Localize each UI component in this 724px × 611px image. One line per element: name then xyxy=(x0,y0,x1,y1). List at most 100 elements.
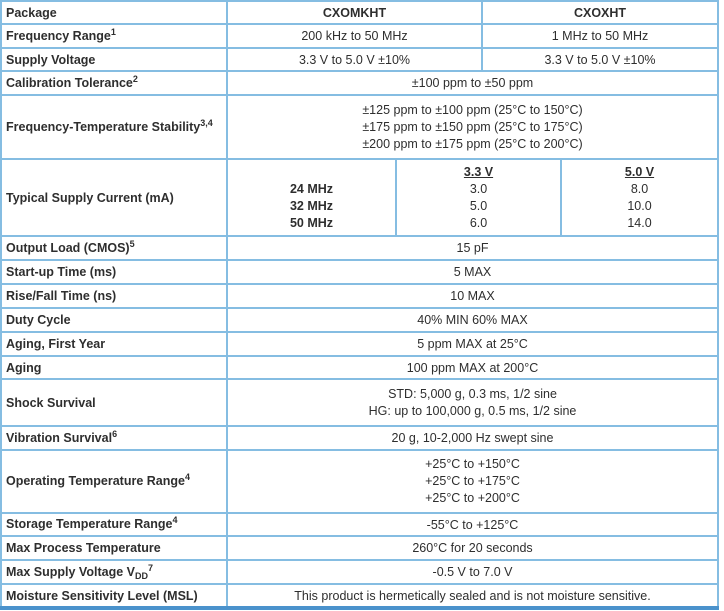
freq-50mhz: 50 MHz xyxy=(289,215,334,230)
row-frequency-range: Frequency Range1 200 kHz to 50 MHz 1 MHz… xyxy=(0,23,720,49)
label-text: Max Supply Voltage V xyxy=(6,564,135,579)
row-label-storage-temp-range: Storage Temperature Range4 xyxy=(0,512,228,537)
50v-value-50mhz: 14.0 xyxy=(627,215,652,230)
freq-24mhz: 24 MHz xyxy=(289,181,334,196)
supply-current-33v-column: 3.3 V 3.0 5.0 6.0 xyxy=(394,158,563,237)
aging-value: 100 ppm MAX at 200°C xyxy=(225,355,720,380)
row-label-shock-survival: Shock Survival xyxy=(0,378,228,427)
row-label-calibration-tolerance: Calibration Tolerance2 xyxy=(0,70,228,96)
row-rise-fall-time: Rise/Fall Time (ns) 10 MAX xyxy=(0,283,720,309)
row-label-output-load: Output Load (CMOS)5 xyxy=(0,235,228,261)
row-output-load: Output Load (CMOS)5 15 pF xyxy=(0,235,720,261)
row-msl: Moisture Sensitivity Level (MSL) This pr… xyxy=(0,583,720,610)
row-label-operating-temp-range: Operating Temperature Range4 xyxy=(0,449,228,514)
33v-header: 3.3 V xyxy=(463,164,494,179)
duty-cycle-value: 40% MIN 60% MAX xyxy=(225,307,720,333)
row-label-max-supply-voltage: Max Supply Voltage VDD7 xyxy=(0,559,228,585)
footnote-marker: 4 xyxy=(184,472,190,482)
row-supply-voltage: Supply Voltage 3.3 V to 5.0 V ±10% 3.3 V… xyxy=(0,47,720,72)
shock-survival-value: STD: 5,000 g, 0.3 ms, 1/2 sine HG: up to… xyxy=(225,378,720,427)
vibration-survival-value: 20 g, 10-2,000 Hz swept sine xyxy=(225,425,720,451)
max-process-temp-value: 260°C for 20 seconds xyxy=(225,535,720,561)
row-max-supply-voltage: Max Supply Voltage VDD7 -0.5 V to 7.0 V xyxy=(0,559,720,585)
33v-value-24mhz: 3.0 xyxy=(469,181,488,196)
row-label-frequency-range: Frequency Range1 xyxy=(0,23,228,49)
footnote-marker: 5 xyxy=(129,238,135,249)
storage-temp-range-value: -55°C to +125°C xyxy=(225,512,720,537)
rise-fall-time-value: 10 MAX xyxy=(225,283,720,309)
frequency-range-col2: 1 MHz to 50 MHz xyxy=(481,23,720,49)
33v-value-50mhz: 6.0 xyxy=(469,215,488,230)
package-col1: CXOMKHT xyxy=(225,0,484,25)
row-label-aging-first-year: Aging, First Year xyxy=(0,331,228,357)
label-text: Frequency-Temperature Stability xyxy=(6,119,201,134)
label-text: Vibration Survival xyxy=(6,430,113,445)
row-label-duty-cycle: Duty Cycle xyxy=(0,307,228,333)
label-text: Output Load (CMOS) xyxy=(6,240,130,255)
vdd-subscript: DD xyxy=(134,570,148,581)
footnote-marker: 1 xyxy=(110,26,116,37)
stability-line-2: ±175 ppm to ±150 ppm (25°C to 175°C) xyxy=(362,119,583,134)
row-label-supply-voltage: Supply Voltage xyxy=(0,47,228,72)
supply-voltage-col1: 3.3 V to 5.0 V ±10% xyxy=(225,47,484,72)
footnote-marker: 3,4 xyxy=(200,117,213,128)
footnote-marker: 7 xyxy=(147,562,153,573)
label-text: Storage Temperature Range xyxy=(6,517,173,531)
row-typical-supply-current: Typical Supply Current (mA) 24 MHz 32 MH… xyxy=(0,158,720,237)
supply-voltage-col2: 3.3 V to 5.0 V ±10% xyxy=(481,47,720,72)
row-label-startup-time: Start-up Time (ms) xyxy=(0,259,228,285)
row-label-typical-supply-current: Typical Supply Current (mA) xyxy=(0,158,228,237)
row-label-msl: Moisture Sensitivity Level (MSL) xyxy=(0,583,228,610)
op-temp-line-1: +25°C to +150°C xyxy=(425,457,520,471)
row-calibration-tolerance: Calibration Tolerance2 ±100 ppm to ±50 p… xyxy=(0,70,720,96)
50v-value-24mhz: 8.0 xyxy=(630,181,649,196)
freq-32mhz: 32 MHz xyxy=(289,198,334,213)
row-label-aging: Aging xyxy=(0,355,228,380)
calibration-tolerance-value: ±100 ppm to ±50 ppm xyxy=(225,70,720,96)
row-label-max-process-temp: Max Process Temperature xyxy=(0,535,228,561)
row-package: Package CXOMKHT CXOXHT xyxy=(0,0,720,25)
op-temp-line-2: +25°C to +175°C xyxy=(425,474,520,488)
stability-line-1: ±125 ppm to ±100 ppm (25°C to 150°C) xyxy=(362,102,583,117)
shock-line-hg: HG: up to 100,000 g, 0.5 ms, 1/2 sine xyxy=(368,403,577,418)
row-aging: Aging 100 ppm MAX at 200°C xyxy=(0,355,720,380)
50v-value-32mhz: 10.0 xyxy=(627,198,652,213)
row-aging-first-year: Aging, First Year 5 ppm MAX at 25°C xyxy=(0,331,720,357)
aging-first-year-value: 5 ppm MAX at 25°C xyxy=(225,331,720,357)
shock-line-std: STD: 5,000 g, 0.3 ms, 1/2 sine xyxy=(388,386,557,401)
row-shock-survival: Shock Survival STD: 5,000 g, 0.3 ms, 1/2… xyxy=(0,378,720,427)
stability-line-3: ±200 ppm to ±175 ppm (25°C to 200°C) xyxy=(362,136,583,151)
row-startup-time: Start-up Time (ms) 5 MAX xyxy=(0,259,720,285)
spacer-line xyxy=(232,164,391,181)
supply-current-50v-column: 5.0 V 8.0 10.0 14.0 xyxy=(560,158,720,237)
startup-time-value: 5 MAX xyxy=(225,259,720,285)
label-text: Frequency Range xyxy=(6,28,111,43)
row-label-vibration-survival: Vibration Survival6 xyxy=(0,425,228,451)
package-col2: CXOXHT xyxy=(481,0,720,25)
row-duty-cycle: Duty Cycle 40% MIN 60% MAX xyxy=(0,307,720,333)
50v-header: 5.0 V xyxy=(624,164,655,179)
footnote-marker: 6 xyxy=(112,428,118,439)
33v-value-32mhz: 5.0 xyxy=(469,198,488,213)
footnote-marker: 4 xyxy=(172,515,178,525)
label-text: Calibration Tolerance xyxy=(6,75,133,90)
row-label-package: Package xyxy=(0,0,228,25)
row-storage-temp-range: Storage Temperature Range4 -55°C to +125… xyxy=(0,512,720,537)
freq-temp-stability-value: ±125 ppm to ±100 ppm (25°C to 150°C) ±17… xyxy=(225,94,720,160)
row-label-rise-fall-time: Rise/Fall Time (ns) xyxy=(0,283,228,309)
row-freq-temp-stability: Frequency-Temperature Stability3,4 ±125 … xyxy=(0,94,720,160)
msl-value: This product is hermetically sealed and … xyxy=(225,583,720,610)
label-text: Operating Temperature Range xyxy=(6,474,185,488)
output-load-value: 15 pF xyxy=(225,235,720,261)
row-operating-temp-range: Operating Temperature Range4 +25°C to +1… xyxy=(0,449,720,514)
frequency-range-col1: 200 kHz to 50 MHz xyxy=(225,23,484,49)
op-temp-line-3: +25°C to +200°C xyxy=(425,491,520,505)
row-vibration-survival: Vibration Survival6 20 g, 10-2,000 Hz sw… xyxy=(0,425,720,451)
footnote-marker: 2 xyxy=(132,73,138,84)
max-supply-voltage-value: -0.5 V to 7.0 V xyxy=(225,559,720,585)
operating-temp-range-value: +25°C to +150°C +25°C to +175°C +25°C to… xyxy=(225,449,720,514)
supply-current-frequencies: 24 MHz 32 MHz 50 MHz xyxy=(226,158,397,237)
row-label-freq-temp-stability: Frequency-Temperature Stability3,4 xyxy=(0,94,228,160)
row-max-process-temp: Max Process Temperature 260°C for 20 sec… xyxy=(0,535,720,561)
